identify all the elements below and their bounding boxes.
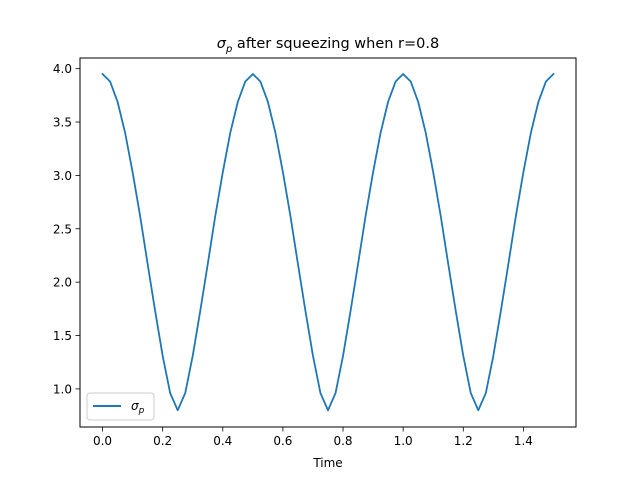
legend: σp xyxy=(86,392,155,421)
x-tick-label: 0.6 xyxy=(273,434,292,448)
y-axis: 1.0 1.5 2.0 2.5 3.0 3.5 4.0 xyxy=(53,62,80,396)
y-tick-label: 2.0 xyxy=(53,276,72,290)
y-tick-label: 2.5 xyxy=(53,222,72,236)
x-tick-label: 0.4 xyxy=(213,434,232,448)
x-axis-label: Time xyxy=(312,456,342,470)
legend-entry-label: σp xyxy=(131,399,145,416)
y-tick-label: 4.0 xyxy=(53,62,72,76)
y-tick-label: 1.0 xyxy=(53,382,72,396)
y-tick-label: 1.5 xyxy=(53,329,72,343)
chart-title: σp after squeezing when r=0.8 xyxy=(217,36,439,55)
x-tick-label: 1.0 xyxy=(394,434,413,448)
x-tick-label: 0.2 xyxy=(153,434,172,448)
x-tick-label: 0.8 xyxy=(333,434,352,448)
y-tick-label: 3.0 xyxy=(53,169,72,183)
plot-area xyxy=(79,57,577,428)
x-tick-label: 0.0 xyxy=(93,434,112,448)
series-line-0 xyxy=(101,72,555,412)
axes-frame xyxy=(79,57,577,428)
x-tick-label: 1.4 xyxy=(514,434,533,448)
x-axis: 0.0 0.2 0.4 0.6 0.8 1.0 1.2 1.4 xyxy=(93,427,533,448)
x-tick-label: 1.2 xyxy=(454,434,473,448)
y-tick-label: 3.5 xyxy=(53,116,72,130)
